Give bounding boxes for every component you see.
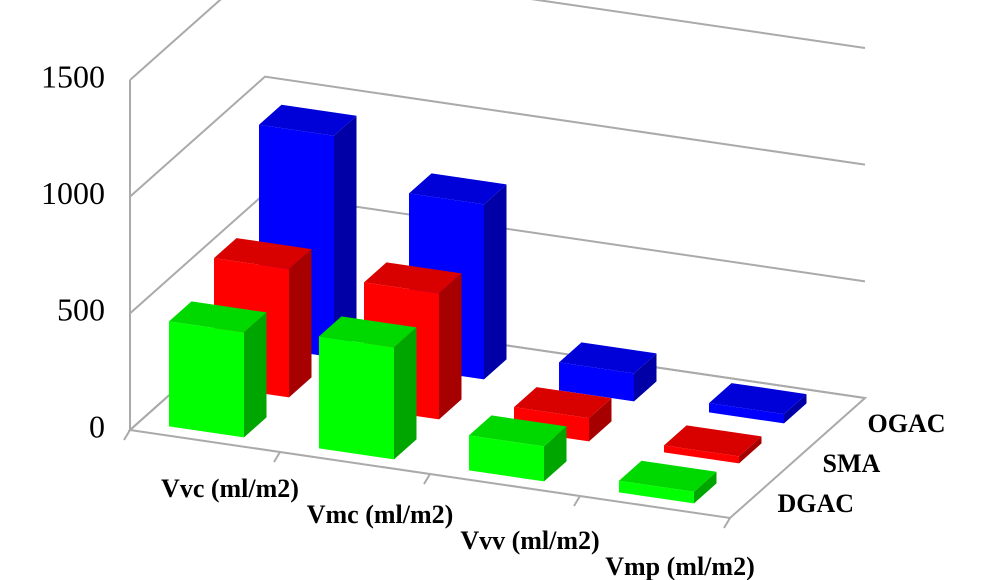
- bar-side: [334, 115, 357, 358]
- bar: [709, 403, 784, 424]
- bar-side: [589, 398, 612, 442]
- x-tick-label: Vmp (ml/m2): [605, 552, 754, 580]
- legend-label: SMA: [823, 449, 881, 478]
- bar-side: [694, 471, 717, 504]
- bar-top: [214, 238, 312, 270]
- bar-top: [709, 383, 807, 415]
- bar-top: [409, 173, 507, 205]
- grid-line: [129, 75, 866, 198]
- x-tick: [723, 517, 731, 529]
- bar-side: [394, 327, 417, 460]
- bar-top: [514, 387, 612, 419]
- bar-top: [259, 104, 357, 136]
- y-tick-label: 0: [89, 408, 105, 444]
- bar-top: [619, 460, 717, 492]
- bar-top: [364, 262, 462, 294]
- x-tick-label: Vmc (ml/m2): [307, 500, 454, 529]
- x-tick: [273, 451, 281, 463]
- bar-side: [784, 394, 807, 424]
- bar: [169, 321, 244, 438]
- x-tick-label: Vvc (ml/m2): [161, 474, 299, 503]
- x-tick: [123, 429, 131, 441]
- bar-top: [169, 301, 267, 333]
- bar-side: [289, 249, 312, 398]
- grid-line: [129, 0, 866, 81]
- bar-side: [634, 353, 657, 402]
- bar: [619, 480, 694, 504]
- bar: [319, 336, 394, 460]
- bar: [664, 445, 739, 464]
- legend-label: OGAC: [868, 409, 946, 438]
- bar-top: [469, 415, 567, 447]
- bar-top: [559, 342, 657, 374]
- legend-label: DGAC: [778, 489, 855, 518]
- bar-side: [739, 436, 762, 464]
- bar-top: [319, 316, 417, 348]
- x-tick: [573, 495, 581, 507]
- bar: [559, 362, 634, 402]
- x-tick: [423, 473, 431, 485]
- bar-side: [544, 426, 567, 482]
- bar-top: [664, 425, 762, 457]
- bar: [469, 435, 544, 482]
- y-tick-label: 1000: [41, 175, 105, 211]
- bar-side: [484, 184, 507, 380]
- y-tick-label: 500: [57, 292, 105, 328]
- x-tick-label: Vvv (ml/m2): [460, 526, 599, 555]
- bar-side: [244, 312, 267, 438]
- bar-side: [439, 273, 462, 420]
- y-tick-label: 1500: [41, 58, 105, 94]
